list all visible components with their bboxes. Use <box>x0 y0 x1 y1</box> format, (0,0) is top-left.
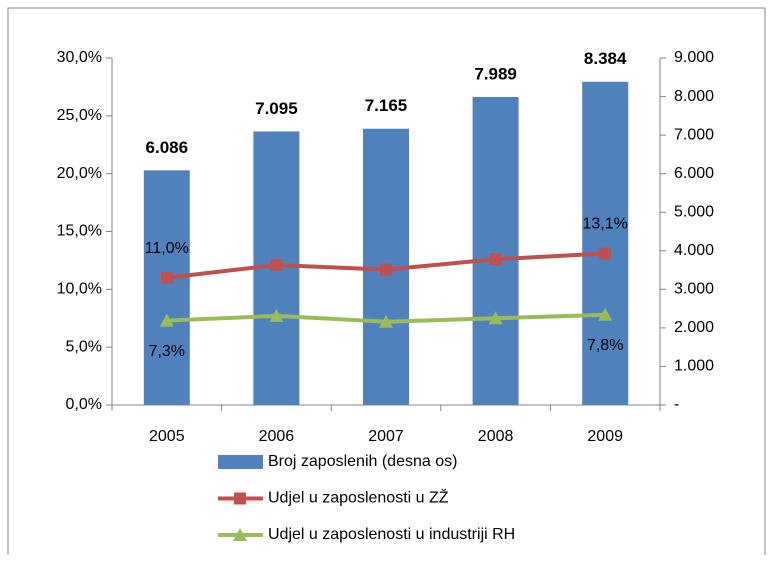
y-tick-label: 0,0% <box>66 396 102 413</box>
y2-tick-label: - <box>674 396 679 413</box>
marker <box>488 311 503 325</box>
legend-marker <box>233 528 247 541</box>
marker <box>489 253 502 266</box>
x-tick-label: 2007 <box>368 428 404 445</box>
y2-tick-label: 2.000 <box>674 319 714 336</box>
line-value-label: 7,3% <box>149 343 185 360</box>
x-tick-label: 2006 <box>259 428 295 445</box>
marker <box>160 271 173 284</box>
bar-value-label: 7.165 <box>365 96 408 115</box>
bar-value-label: 7.989 <box>474 64 517 83</box>
y2-tick-label: 9.000 <box>674 49 714 66</box>
marker <box>380 263 392 276</box>
line-value-label: 7,8% <box>587 337 623 354</box>
marker <box>379 314 393 328</box>
legend-swatch <box>218 455 263 469</box>
line-value-label: 11,0% <box>145 240 189 257</box>
x-tick-label: 2009 <box>587 428 623 445</box>
legend-marker <box>234 492 246 505</box>
y2-tick-label: 1.000 <box>674 358 714 375</box>
y-tick-label: 15,0% <box>57 223 102 240</box>
bar-value-label: 8.384 <box>584 49 627 68</box>
marker <box>159 313 174 327</box>
bar-value-label: 7.095 <box>255 99 298 118</box>
y2-tick-label: 5.000 <box>674 203 714 220</box>
y2-tick-label: 7.000 <box>674 126 714 143</box>
marker <box>599 247 612 260</box>
bar <box>143 170 190 405</box>
bar <box>472 96 519 405</box>
y-tick-label: 20,0% <box>57 165 102 182</box>
bar <box>582 81 629 406</box>
legend-label: Udjel u zaposlenosti u industriji RH <box>268 526 515 543</box>
y2-tick-label: 3.000 <box>674 281 714 298</box>
y2-tick-label: 8.000 <box>674 88 714 105</box>
marker <box>598 307 613 321</box>
x-tick-label: 2005 <box>149 428 185 445</box>
bar-value-label: 6.086 <box>146 138 189 157</box>
x-tick-label: 2008 <box>478 428 514 445</box>
y-tick-label: 30,0% <box>57 49 102 66</box>
y2-tick-label: 6.000 <box>674 165 714 182</box>
line-value-label: 13,1% <box>583 216 628 233</box>
y-tick-label: 10,0% <box>57 281 102 298</box>
chart-border <box>7 7 766 555</box>
marker <box>269 308 284 322</box>
legend-label: Udjel u zaposlenosti u ZŽ <box>268 488 449 507</box>
legend-label: Broj zaposlenih (desna os) <box>268 453 457 470</box>
marker <box>270 259 283 272</box>
y2-tick-label: 4.000 <box>674 242 714 259</box>
y-tick-label: 25,0% <box>57 107 102 124</box>
y-tick-label: 5,0% <box>66 338 102 355</box>
